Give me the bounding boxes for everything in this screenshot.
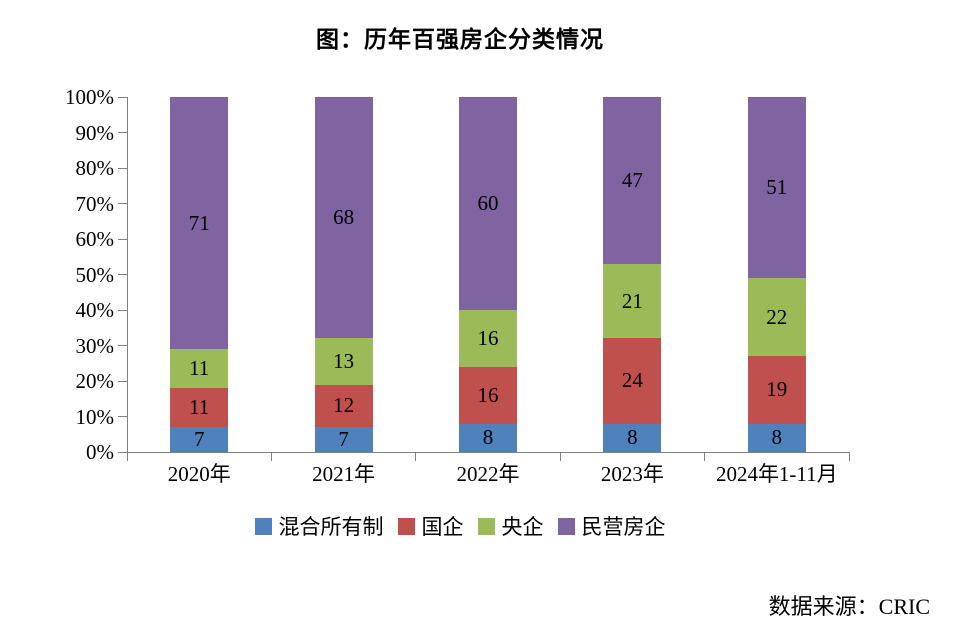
bar-segment: 12 xyxy=(314,384,373,428)
bar-segment: 7 xyxy=(314,427,373,452)
bar-value-label: 19 xyxy=(766,377,788,402)
y-axis-tick xyxy=(118,309,127,311)
x-axis-tick xyxy=(270,452,272,461)
x-axis-label: 2022年 xyxy=(456,462,520,486)
y-axis-tick-label: 70% xyxy=(75,191,115,216)
bar-segment: 47 xyxy=(603,97,662,264)
y-axis-tick xyxy=(118,451,127,453)
bar-value-label: 8 xyxy=(482,425,494,450)
y-axis-tick xyxy=(118,345,127,346)
legend-swatch xyxy=(397,517,415,535)
y-axis-tick-label: 30% xyxy=(75,333,115,358)
chart-title: 图：历年百强房企分类情况 xyxy=(316,27,604,52)
bar-segment: 60 xyxy=(459,97,517,310)
x-axis-label: 2023年 xyxy=(600,462,664,486)
y-axis-tick xyxy=(118,380,127,382)
legend-item: 民营房企 xyxy=(557,511,666,541)
x-axis-line xyxy=(127,452,849,453)
x-axis-tick xyxy=(559,452,561,461)
bar-segment: 16 xyxy=(459,366,517,424)
bar-value-label: 47 xyxy=(621,167,643,192)
y-axis-tick-label: 0% xyxy=(86,440,114,464)
y-axis-tick-label: 100% xyxy=(65,85,114,109)
y-axis-tick-label: 10% xyxy=(75,404,115,429)
bar-value-label: 60 xyxy=(477,191,499,215)
y-axis-tick xyxy=(118,416,127,417)
y-axis-tick-label: 20% xyxy=(75,369,115,393)
bar-value-label: 68 xyxy=(333,205,355,230)
legend-swatch xyxy=(254,517,272,535)
x-axis-tick xyxy=(848,452,850,461)
legend-label: 国企 xyxy=(421,515,464,539)
bar-segment: 11 xyxy=(170,349,229,389)
y-axis-tick-label: 60% xyxy=(75,227,115,251)
y-axis-tick xyxy=(118,96,127,98)
bar-value-label: 12 xyxy=(333,393,355,418)
legend-label: 民营房企 xyxy=(581,515,666,539)
x-axis-label: 2021年 xyxy=(312,462,376,486)
bar-segment: 71 xyxy=(170,97,229,350)
bar-segment: 11 xyxy=(170,388,229,428)
y-axis-line xyxy=(127,97,128,453)
y-axis-tick-label: 90% xyxy=(75,120,115,145)
bar-value-label: 71 xyxy=(188,210,210,235)
bar-value-label: 8 xyxy=(771,425,783,450)
y-axis-tick xyxy=(118,274,127,275)
bar-value-label: 7 xyxy=(338,427,349,452)
bar-value-label: 11 xyxy=(189,356,210,381)
y-axis-tick xyxy=(118,203,127,204)
legend-swatch xyxy=(557,517,575,535)
bar-value-label: 8 xyxy=(627,425,638,450)
bar-segment: 13 xyxy=(314,338,373,385)
data-source: 数据来源：CRIC xyxy=(768,594,930,619)
bar-segment: 21 xyxy=(603,263,662,339)
legend-label: 央企 xyxy=(501,515,544,539)
bar-value-label: 16 xyxy=(477,382,499,407)
legend: 混合所有制 国企 央企 民营房企 xyxy=(0,511,920,541)
legend-swatch xyxy=(477,517,495,535)
bar-segment: 51 xyxy=(747,97,806,279)
x-axis-tick xyxy=(704,452,706,461)
bar-segment: 24 xyxy=(603,338,662,424)
bar-segment: 8 xyxy=(459,423,517,452)
y-axis-tick xyxy=(118,167,127,169)
y-axis-tick-label: 50% xyxy=(75,262,115,287)
legend-item: 国企 xyxy=(397,511,464,541)
legend-item: 混合所有制 xyxy=(254,511,384,541)
bar-value-label: 16 xyxy=(477,325,499,350)
bar-segment: 68 xyxy=(314,97,373,339)
x-axis-tick xyxy=(126,452,128,461)
bar-value-label: 11 xyxy=(189,395,210,420)
bar-segment: 7 xyxy=(170,427,229,452)
x-axis-label: 2024年1-11月 xyxy=(715,462,838,486)
bar-segment: 8 xyxy=(603,423,662,452)
bar-segment: 8 xyxy=(747,423,806,452)
y-axis-tick-label: 40% xyxy=(75,298,115,322)
bar-value-label: 51 xyxy=(766,175,788,200)
bar-segment: 19 xyxy=(747,356,806,424)
bar-value-label: 21 xyxy=(621,288,643,313)
bar-value-label: 13 xyxy=(333,348,355,373)
y-axis-tick xyxy=(118,132,127,133)
bar-value-label: 7 xyxy=(193,427,205,452)
bar-value-label: 22 xyxy=(766,304,788,329)
y-axis-tick xyxy=(118,238,127,240)
legend-label: 混合所有制 xyxy=(278,515,384,539)
legend-item: 央企 xyxy=(477,511,544,541)
y-axis-tick-label: 80% xyxy=(75,156,115,180)
x-axis-label: 2020年 xyxy=(167,462,231,486)
x-axis-tick xyxy=(415,452,417,461)
bar-value-label: 24 xyxy=(621,368,643,393)
bar-segment: 22 xyxy=(747,278,806,357)
bar-segment: 16 xyxy=(459,310,517,367)
